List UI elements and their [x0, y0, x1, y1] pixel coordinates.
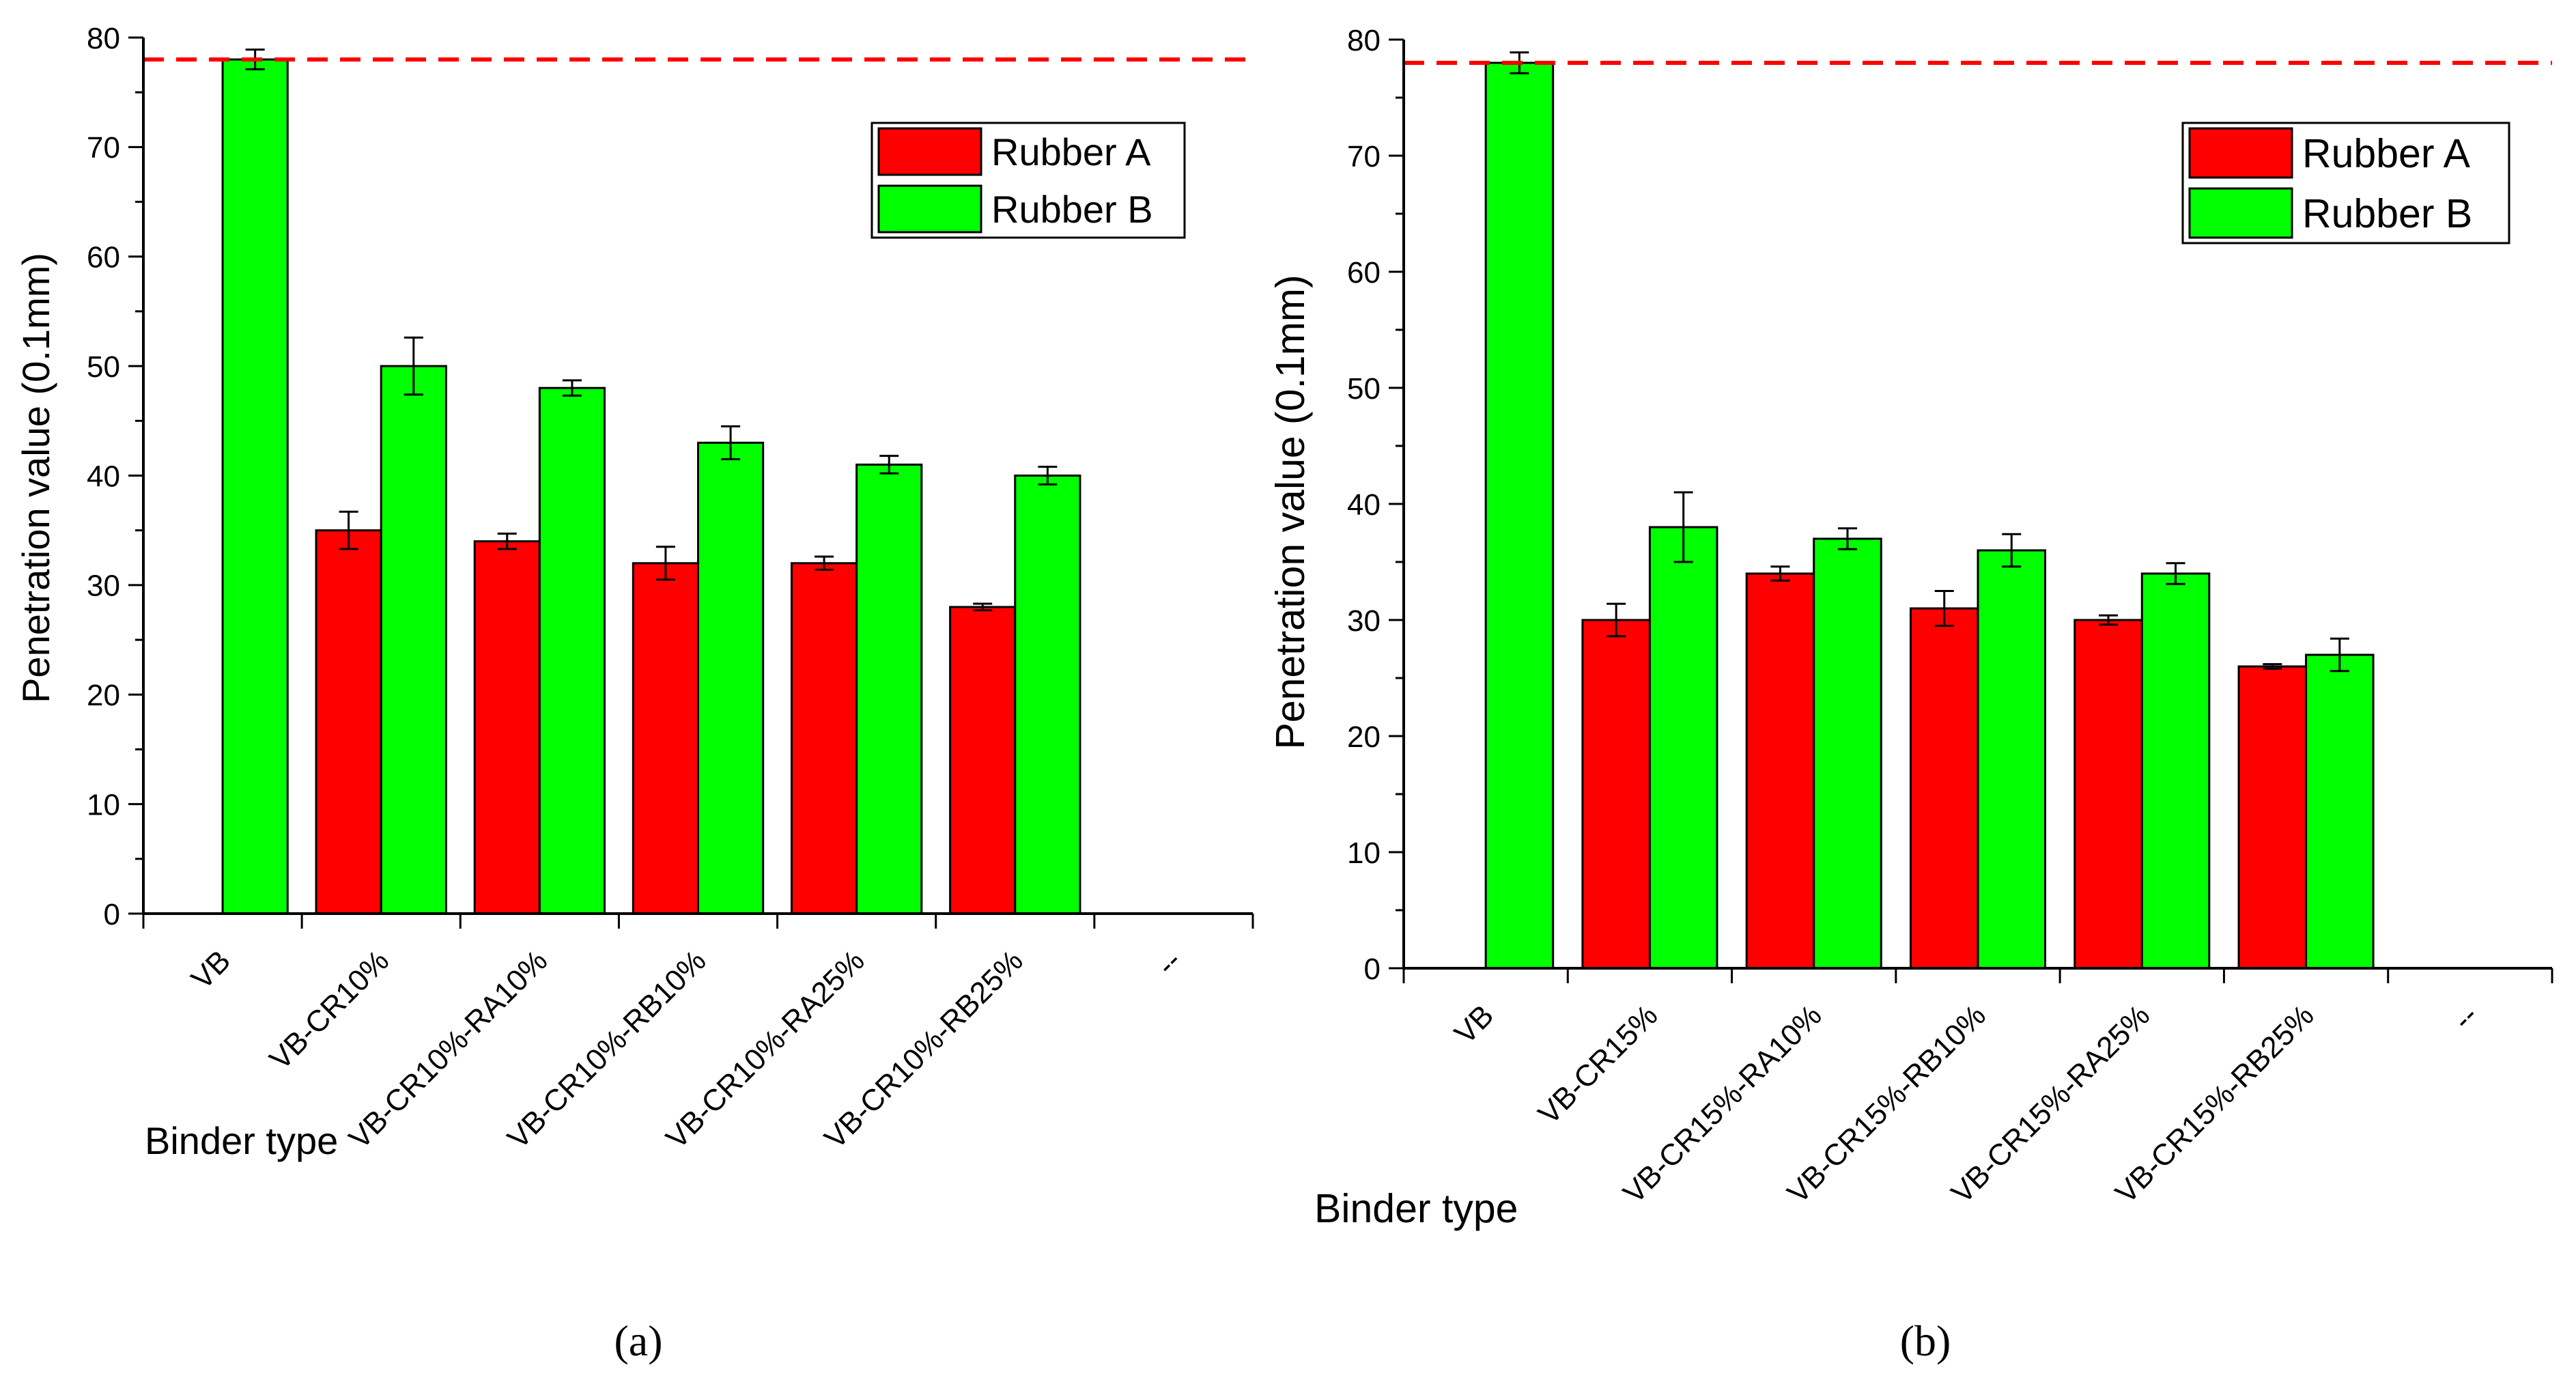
y-tick-label: 0: [1364, 953, 1381, 986]
y-tick-label: 70: [87, 131, 120, 165]
error-bar-1-2: [1837, 527, 1857, 550]
y-tick-label: 40: [1347, 488, 1381, 522]
y-tick-label: 50: [1347, 372, 1381, 406]
error-bar-0-4: [2099, 614, 2119, 626]
legend: Rubber A Rubber B: [871, 122, 1186, 239]
error-bar-0-1: [339, 510, 358, 550]
error-bar-0-1: [1607, 602, 1626, 638]
error-bar-1-1: [404, 336, 423, 396]
y-tick-label: 80: [1347, 24, 1381, 57]
error-bar-1-5: [1038, 466, 1058, 485]
bar-rubber-a-1: [1581, 619, 1651, 970]
y-tick-label: 0: [104, 898, 120, 931]
y-tick-label: 20: [87, 679, 120, 712]
x-axis-title: Binder type: [145, 1119, 338, 1162]
legend-label-rubber-a: Rubber A: [2302, 131, 2471, 176]
y-tick-label: 60: [1347, 256, 1381, 290]
error-bar-0-4: [815, 555, 834, 571]
legend-swatch-rubber-a: [877, 127, 982, 176]
error-bar-1-3: [721, 425, 741, 460]
error-bar-0-5: [2263, 663, 2282, 670]
panel-label: (a): [614, 1316, 662, 1365]
y-tick-label: 10: [87, 788, 120, 821]
panel-label: (b): [1900, 1316, 1951, 1365]
legend-label-rubber-b: Rubber B: [2302, 191, 2472, 236]
bar-rubber-a-1: [315, 529, 382, 915]
y-tick-label: 30: [1347, 604, 1381, 638]
legend-swatch-rubber-b: [877, 184, 982, 234]
bar-rubber-b-1: [380, 365, 447, 915]
error-bar-0-3: [655, 546, 675, 581]
bar-rubber-b-3: [697, 441, 765, 915]
bar-rubber-a-3: [632, 562, 699, 915]
bar-rubber-b-4: [855, 463, 923, 915]
legend: Rubber A Rubber B: [2181, 122, 2510, 244]
x-tick-label: VB: [1448, 998, 1500, 1050]
legend-label-rubber-a: Rubber A: [991, 130, 1151, 173]
bar-rubber-b-3: [1977, 549, 2047, 970]
y-tick-label: 70: [1347, 140, 1381, 173]
x-tick-label: VB-CR10%: [264, 944, 396, 1076]
bar-rubber-a-5: [949, 606, 1017, 915]
legend-swatch-rubber-b: [2188, 187, 2293, 239]
y-tick-label: 40: [87, 460, 120, 493]
legend-label-rubber-b: Rubber B: [991, 188, 1153, 231]
bar-rubber-b-2: [538, 386, 606, 915]
bar-rubber-b-0: [1484, 61, 1555, 970]
error-bar-1-2: [562, 379, 582, 397]
legend-swatch-rubber-a: [2188, 127, 2293, 179]
y-tick-label: 60: [87, 241, 120, 274]
bar-rubber-b-0: [221, 58, 289, 915]
error-bar-0-2: [497, 532, 517, 550]
x-tick-label: --: [2447, 998, 2485, 1036]
bar-rubber-b-4: [2140, 572, 2211, 970]
x-tick-label: --: [1150, 944, 1188, 981]
bar-rubber-a-2: [1745, 572, 1815, 970]
error-bar-1-3: [2002, 533, 2022, 568]
error-bar-1-4: [879, 455, 899, 475]
y-tick-label: 50: [87, 350, 120, 384]
bar-rubber-a-3: [1909, 607, 1979, 970]
y-axis-title: Penetration value (0.1mm): [1268, 274, 1313, 749]
y-tick-label: 10: [1347, 836, 1381, 870]
error-bar-0-5: [973, 602, 993, 612]
y-tick-label: 80: [87, 22, 120, 55]
bar-rubber-a-2: [473, 540, 541, 915]
error-bar-1-4: [2166, 562, 2185, 585]
bar-rubber-b-2: [1813, 537, 1882, 970]
bar-rubber-a-4: [790, 562, 858, 915]
x-tick-label: VB: [185, 944, 237, 996]
bar-rubber-a-5: [2237, 665, 2308, 970]
bar-rubber-b-1: [1648, 526, 1718, 970]
x-tick-label: VB-CR15%: [1532, 998, 1665, 1131]
bar-rubber-b-5: [2305, 653, 2375, 970]
y-tick-label: 20: [1347, 720, 1381, 754]
bar-rubber-b-5: [1014, 475, 1081, 915]
bar-rubber-a-4: [2073, 619, 2143, 970]
error-bar-1-5: [2330, 637, 2349, 673]
error-bar-0-3: [1934, 590, 1954, 627]
error-bar-1-1: [1673, 491, 1693, 563]
y-tick-label: 30: [87, 569, 120, 603]
error-bar-0-2: [1770, 565, 1790, 582]
x-axis-title: Binder type: [1314, 1186, 1518, 1231]
y-axis-title: Penetration value (0.1mm): [14, 253, 57, 703]
